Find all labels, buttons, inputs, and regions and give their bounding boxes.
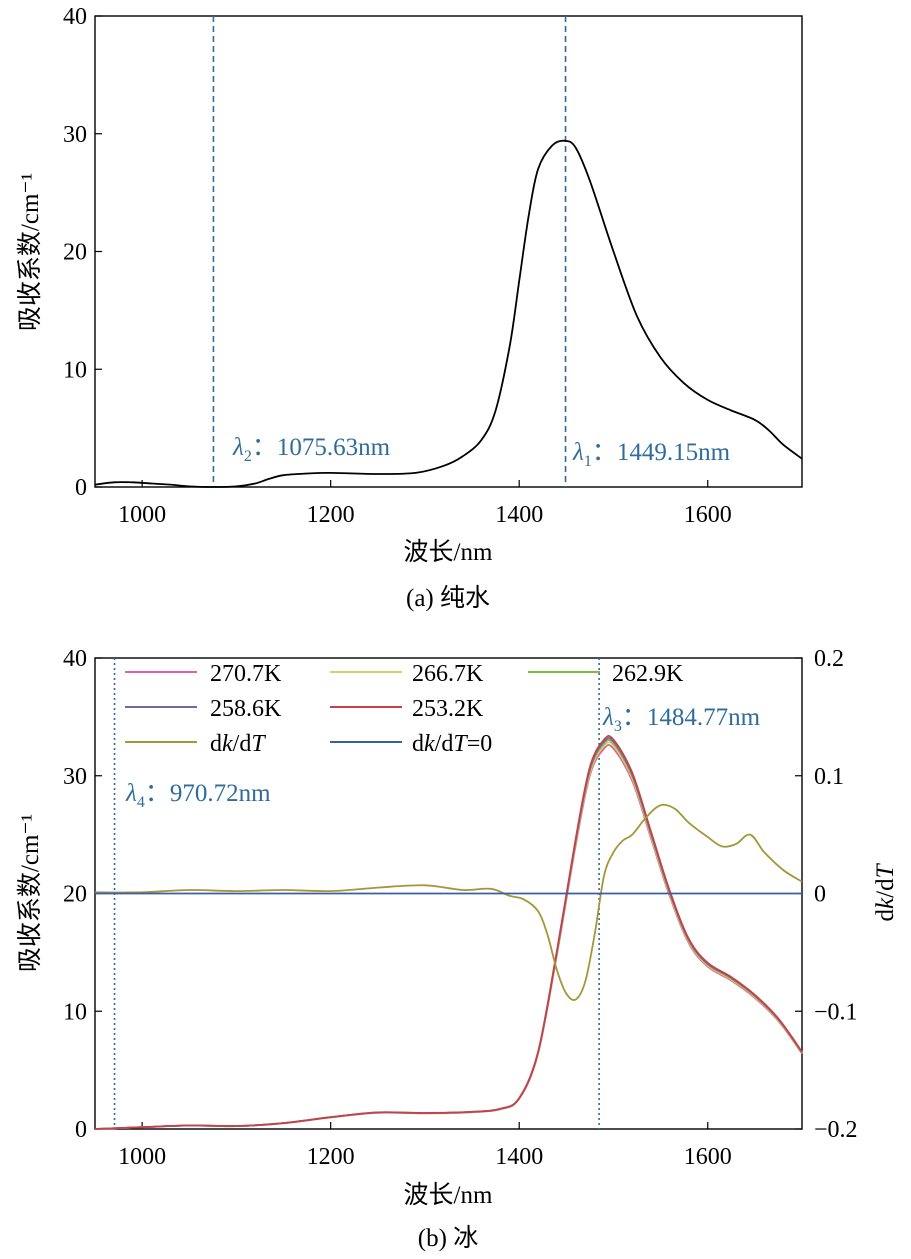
y-tick-label-20: 20	[63, 882, 87, 908]
caption-b: (b) 冰	[418, 1224, 478, 1252]
x-axis-label: 波长/nm	[404, 538, 493, 566]
y2-tick-label-0.2: 0.2	[814, 646, 844, 672]
x-tick-label-1400: 1400	[495, 502, 543, 528]
y-tick-label-40: 40	[63, 646, 87, 672]
x-axis-label: 波长/nm	[404, 1181, 493, 1209]
y2-axis-label: dk/dT	[872, 862, 899, 921]
legend-label-258.6K: 258.6K	[210, 696, 282, 722]
x-tick-label-1600: 1600	[684, 1144, 732, 1170]
plot-frame	[94, 15, 803, 488]
reference-lines	[212, 16, 567, 487]
lambda3-annotation: λ3：1484.77nm	[602, 704, 761, 735]
y-tick-label-0: 0	[75, 475, 87, 501]
x-tick-label-1000: 1000	[118, 502, 166, 528]
y2-tick-label-0.1: 0.1	[814, 764, 844, 790]
series-dkdT	[94, 803, 803, 1001]
legend-label-262.9K: 262.9K	[612, 661, 684, 687]
y-tick-label-20: 20	[63, 240, 87, 266]
y2-tick-label-0: 0	[814, 882, 826, 908]
x-tick-label-1200: 1200	[307, 1144, 355, 1170]
y-axis-label: 吸收系数/cm⁻¹	[16, 814, 44, 972]
y2-tick-label-neg0.1: −0.1	[814, 999, 858, 1025]
legend-label-dkdT: dk/dT	[210, 731, 266, 757]
y-tick-label-10: 10	[63, 999, 87, 1025]
caption-a: (a) 纯水	[406, 584, 490, 612]
panel-a-pure-water: 0 10 20 30 40 1000 1200 1400 1600 λ2：107…	[16, 4, 803, 612]
y-tick-label-30: 30	[63, 764, 87, 790]
legend-label-266.7K: 266.7K	[412, 661, 484, 687]
x-tick-label-1400: 1400	[495, 1144, 543, 1170]
series-lines	[94, 735, 803, 1130]
legend-label-dkdT0: dk/dT=0	[412, 731, 492, 757]
y-tick-label-0: 0	[75, 1117, 87, 1143]
y-axis-label: 吸收系数/cm⁻¹	[16, 173, 44, 331]
y-tick-label-40: 40	[63, 4, 87, 30]
tick-marks	[95, 15, 709, 488]
panel-b-ice: 0 10 20 30 40 −0.2 −0.1 0 0.1 0.2 1000 1…	[16, 646, 899, 1252]
lambda4-annotation: λ4：970.72nm	[125, 780, 271, 811]
legend-label-270.7K: 270.7K	[210, 661, 282, 687]
legend-label-253.2K: 253.2K	[412, 696, 484, 722]
y-tick-label-10: 10	[63, 357, 87, 383]
legend: 270.7K 266.7K 262.9K 258.6K 253.2K dk/dT…	[125, 661, 684, 757]
series-253.2K	[94, 735, 803, 1130]
series-lines	[94, 139, 803, 488]
lambda2-annotation: λ2：1075.63nm	[232, 434, 391, 465]
x-tick-label-1600: 1600	[684, 502, 732, 528]
y-tick-label-30: 30	[63, 122, 87, 148]
x-tick-label-1200: 1200	[307, 502, 355, 528]
lambda1-annotation: λ1：1449.15nm	[572, 439, 731, 470]
y2-tick-label-neg0.2: −0.2	[814, 1117, 858, 1143]
x-tick-label-1000: 1000	[118, 1144, 166, 1170]
series-purewater	[94, 139, 803, 488]
